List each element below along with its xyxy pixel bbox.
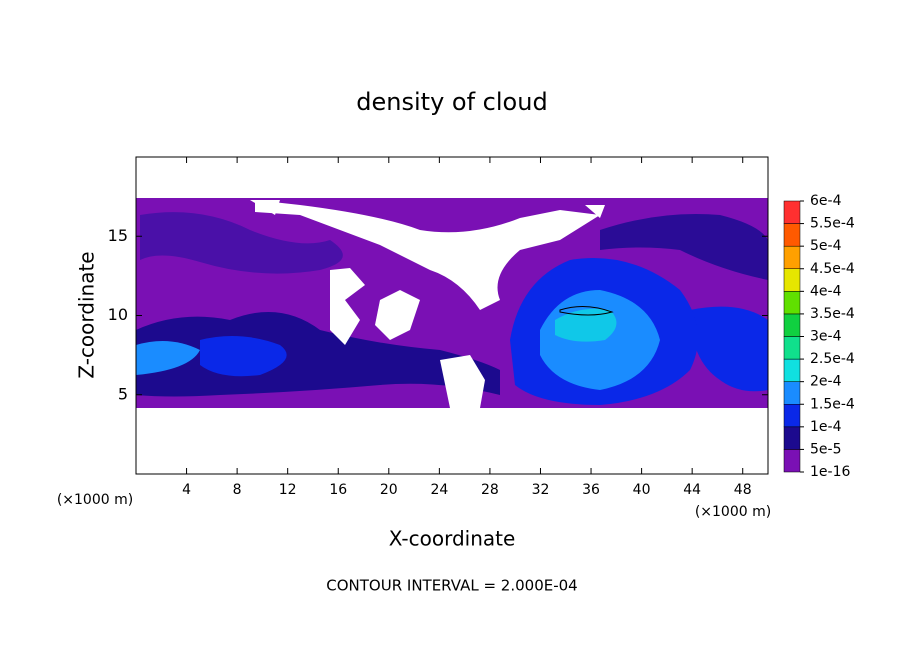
field-gap [255,200,600,310]
x-unit-label: (×1000 m) [57,492,133,508]
colorbar-band [783,381,801,405]
y-axis-title: Z-coordinate [75,251,99,378]
colorbar-band [783,358,801,382]
colorbar-label: 6e-4 [810,193,842,209]
x-tick-label: 24 [430,482,448,498]
x-tick-label: 40 [633,482,651,498]
colorbar-band [783,336,801,360]
colorbar-label: 2.5e-4 [810,351,855,367]
x-tick-label: 36 [582,482,600,498]
field-region [136,312,500,397]
field-region [140,212,343,274]
x-tick-label: 16 [329,482,347,498]
colorbar-band [783,268,801,292]
colorbar-label: 2e-4 [810,374,842,390]
colorbar-label: 1e-4 [810,419,842,435]
field-region [690,306,768,392]
colorbar-band [783,223,801,247]
x-tick-label: 48 [734,482,752,498]
field-region [136,341,200,375]
field-gap [330,268,365,345]
annotation: CONTOUR INTERVAL = 2.000E-04 [326,577,577,595]
colorbar-label: 3e-4 [810,329,842,345]
y-tick-label: 10 [108,305,128,324]
colorbar-band [783,200,801,224]
colorbar-label: 1e-16 [810,464,850,480]
x-axis-title: X-coordinate [389,527,516,551]
colorbar-label: 4e-4 [810,283,842,299]
x-tick-label: 28 [481,482,499,498]
x-unit-label: (×1000 m) [695,504,771,520]
chart-title: density of cloud [356,88,547,116]
y-tick-label: 15 [108,226,128,245]
colorbar-label: 3.5e-4 [810,306,855,322]
field-gap [375,290,420,340]
colorbar-band [783,313,801,337]
field-gap [440,355,485,408]
x-tick-label: 20 [380,482,398,498]
colorbar-label: 4.5e-4 [810,261,855,277]
colorbar-label: 1.5e-4 [810,396,855,412]
colorbar-band [783,449,801,473]
x-tick-label: 4 [182,482,191,498]
colorbar-band [783,245,801,270]
field-region [200,336,287,377]
x-tick-label: 44 [683,482,701,498]
field-region [555,308,617,342]
colorbar-label: 5e-5 [810,441,841,457]
y-tick-label: 5 [118,384,128,403]
colorbar-band [783,291,801,315]
x-tick-label: 12 [279,482,297,498]
x-tick-label: 32 [532,482,550,498]
colorbar-band [783,404,801,428]
colorbar-label: 5e-4 [810,238,842,254]
field [136,198,768,408]
contour-line [559,306,614,316]
x-tick-label: 8 [233,482,242,498]
colorbar-label: 5.5e-4 [810,216,855,232]
colorbar-band [783,426,801,450]
field-region [600,214,768,280]
